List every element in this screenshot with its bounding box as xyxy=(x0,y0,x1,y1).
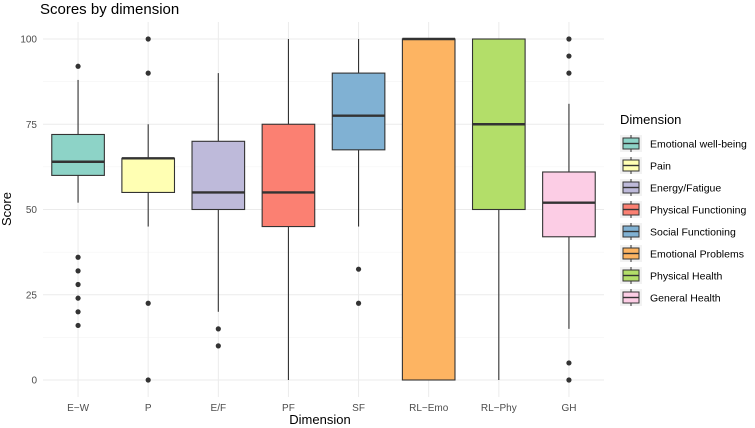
box-body xyxy=(51,133,105,176)
box-5 xyxy=(401,37,456,381)
x-tick-label: P xyxy=(145,403,152,414)
legend-title: Dimension xyxy=(620,112,681,127)
outlier-point xyxy=(355,300,362,306)
outlier-point xyxy=(566,377,572,383)
chart-title: Scores by dimension xyxy=(40,1,179,18)
y-tick-label: 50 xyxy=(26,205,38,216)
legend-item-3: Physical Functioning xyxy=(620,201,746,218)
legend-label: Energy/Fatigue xyxy=(650,183,721,195)
box-7 xyxy=(542,36,596,383)
outlier-point xyxy=(355,266,362,272)
outlier-point xyxy=(75,295,81,301)
outlier-point xyxy=(145,70,151,76)
box-body xyxy=(542,171,596,238)
outlier-point xyxy=(75,254,81,260)
x-tick-label: RL−Emo xyxy=(409,403,449,414)
x-tick-label: E/F xyxy=(211,403,227,414)
legend-label: General Health xyxy=(650,293,721,305)
y-tick-label: 25 xyxy=(26,290,38,301)
legend-label: Social Functioning xyxy=(650,227,736,239)
outlier-point xyxy=(215,326,221,332)
legend-item-6: Physical Health xyxy=(620,267,723,284)
y-tick-label: 0 xyxy=(31,376,37,387)
box-4 xyxy=(331,39,386,306)
box-body xyxy=(261,123,316,228)
x-tick-label: PF xyxy=(282,403,295,414)
outlier-point xyxy=(75,63,81,69)
outlier-point xyxy=(566,70,572,76)
box-0 xyxy=(51,63,105,329)
outlier-point xyxy=(566,36,572,42)
legend-item-5: Emotional Problems xyxy=(620,245,744,262)
box-6 xyxy=(471,38,526,380)
y-tick-label: 75 xyxy=(26,120,38,131)
y-tick-label: 100 xyxy=(20,35,37,46)
legend-item-7: General Health xyxy=(620,289,721,306)
box-2 xyxy=(191,73,246,349)
outlier-point xyxy=(145,36,151,42)
legend-item-4: Social Functioning xyxy=(620,223,736,240)
outlier-point xyxy=(75,281,81,288)
y-axis-ticks: 0 25 50 75 100 xyxy=(20,35,37,387)
box-body xyxy=(191,140,246,211)
legend-label: Physical Functioning xyxy=(650,205,746,217)
x-axis-title: Dimension xyxy=(289,412,350,427)
outlier-point xyxy=(215,343,221,349)
outlier-point xyxy=(75,322,81,329)
legend-label: Physical Health xyxy=(650,271,723,283)
box-body xyxy=(121,157,176,194)
legend: Dimension Emotional well-being Pain Energy… xyxy=(620,112,747,306)
legend-item-2: Energy/Fatigue xyxy=(620,179,721,196)
x-axis-ticks: E−W P E/F PF SF RL−Emo RL−Phy GH xyxy=(67,403,576,414)
box-3 xyxy=(261,39,316,380)
x-tick-label: RL−Phy xyxy=(481,403,517,414)
box-1 xyxy=(121,36,176,383)
outlier-point xyxy=(566,53,572,59)
legend-item-1: Pain xyxy=(620,157,671,174)
legend-label: Pain xyxy=(650,161,671,173)
y-axis-title: Score xyxy=(0,192,14,226)
boxes xyxy=(51,36,596,383)
outlier-point xyxy=(566,360,572,366)
x-tick-label: E−W xyxy=(67,403,90,414)
legend-label: Emotional Problems xyxy=(650,249,744,261)
legend-label: Emotional well-being xyxy=(650,139,747,151)
box-body xyxy=(401,38,456,381)
outlier-point xyxy=(75,309,81,315)
box-body xyxy=(331,72,386,151)
x-tick-label: GH xyxy=(561,403,576,414)
legend-item-0: Emotional well-being xyxy=(620,135,747,152)
x-tick-label: SF xyxy=(352,403,365,414)
outlier-point xyxy=(145,377,151,383)
outlier-point xyxy=(75,268,81,274)
outlier-point xyxy=(145,300,151,306)
